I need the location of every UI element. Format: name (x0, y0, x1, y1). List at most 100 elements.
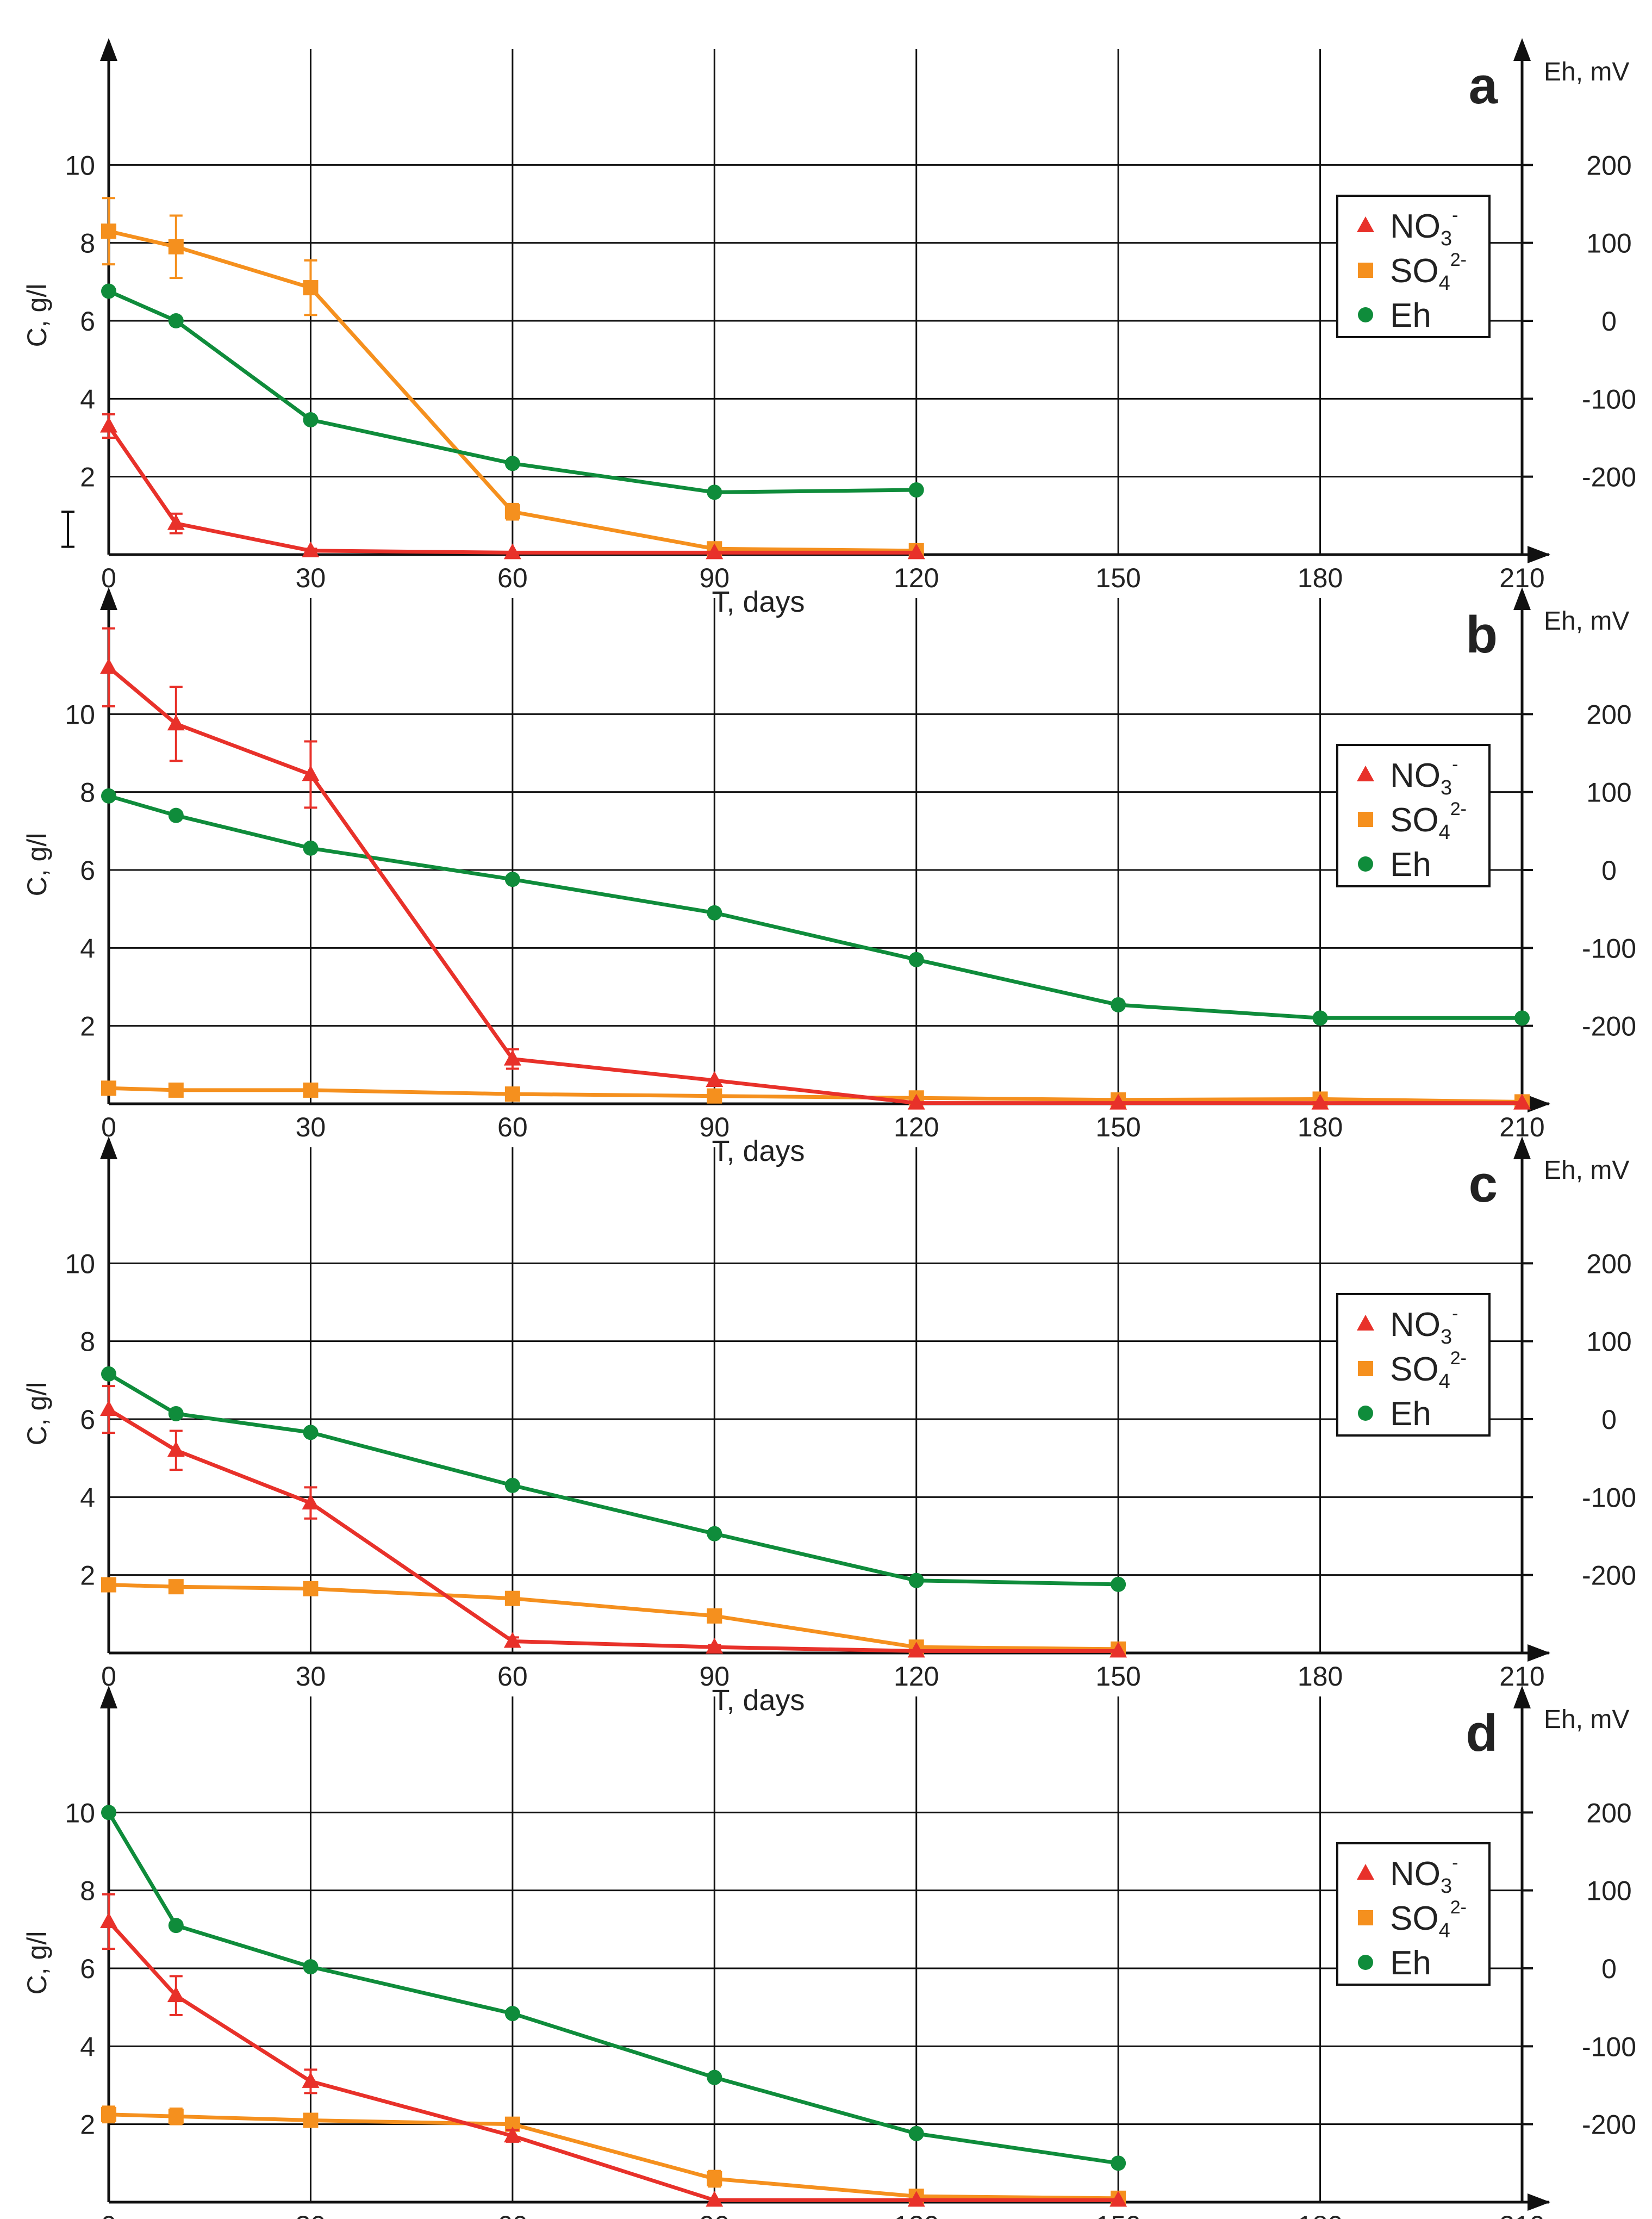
data-point (168, 1406, 184, 1421)
data-point (303, 2112, 319, 2128)
data-point (303, 1425, 319, 1440)
data-point (303, 1581, 319, 1596)
y-axis-left-arrow (100, 587, 117, 610)
data-point (168, 1082, 184, 1098)
x-tick-label: 60 (497, 1112, 528, 1142)
data-point (503, 1049, 521, 1066)
legend-marker (1357, 766, 1374, 781)
y-tick-label: 10 (65, 1798, 95, 1828)
y-axis-title: C, g/l (22, 284, 52, 347)
y-axis-right-arrow (1513, 1136, 1531, 1159)
data-point (504, 2006, 520, 2022)
data-point (168, 2109, 184, 2124)
data-point (706, 1071, 724, 1087)
legend-marker (1358, 1955, 1373, 1970)
x-tick-label: 210 (1499, 2210, 1544, 2219)
y-axis-title: C, g/l (22, 1382, 52, 1446)
y2-tick-label: 0 (1601, 306, 1617, 337)
data-point (907, 1093, 925, 1110)
y2-tick-label: 0 (1601, 1954, 1617, 1984)
y2-tick-label: 0 (1601, 855, 1617, 886)
axes (107, 1142, 1549, 1655)
data-point (101, 788, 116, 804)
data-point (707, 484, 722, 500)
data-point (907, 1642, 925, 1658)
series-no3 (100, 1893, 1127, 2207)
data-point (168, 239, 184, 254)
data-point (168, 1918, 184, 1934)
y-tick-label: 4 (80, 2031, 95, 2062)
legend-marker (1358, 1406, 1373, 1421)
series-no3 (100, 1385, 1127, 1658)
legend-marker (1358, 1361, 1373, 1376)
legend-label: Eh (1390, 1944, 1431, 1982)
series-eh (101, 283, 924, 500)
y2-axis-title: Eh, mV (1544, 1705, 1629, 1734)
panel-label: b (1466, 606, 1498, 664)
x-tick-label: 180 (1298, 1112, 1343, 1142)
x-axis-arrow (1528, 546, 1550, 563)
data-point (908, 2125, 924, 2141)
series-line (108, 2112, 1119, 2201)
x-tick-label: 180 (1298, 1661, 1343, 1692)
data-point (504, 872, 520, 887)
legend-marker (1358, 263, 1373, 278)
data-point (303, 412, 319, 428)
y-axis-right-arrow (1513, 38, 1531, 61)
x-tick-label: 180 (1298, 2210, 1343, 2219)
y-tick-label: 6 (80, 855, 95, 886)
y2-axis-title: Eh, mV (1544, 607, 1629, 636)
data-point (707, 1526, 722, 1542)
grid (109, 49, 1522, 555)
data-point (706, 543, 724, 560)
y-tick-label: 2 (80, 1561, 95, 1591)
data-point (706, 2191, 724, 2207)
y-tick-label: 6 (80, 306, 95, 337)
data-point (1311, 1093, 1329, 1110)
data-point (168, 1579, 184, 1595)
y2-tick-label: -200 (1582, 462, 1636, 493)
y-tick-label: 4 (80, 933, 95, 964)
x-tick-label: 150 (1095, 1112, 1140, 1142)
y-tick-label: 8 (80, 228, 95, 259)
data-point (168, 807, 184, 823)
legend: NO3-SO42-Eh (1336, 195, 1491, 338)
series-line (108, 1408, 1119, 1653)
series-line (108, 1372, 1119, 1587)
series-line (108, 289, 917, 494)
data-point (302, 541, 320, 557)
y-tick-label: 10 (65, 150, 95, 181)
data-point (101, 2106, 116, 2122)
series-eh (101, 1366, 1126, 1592)
x-axis-title: T, days (712, 1684, 805, 1717)
x-tick-label: 30 (296, 1112, 326, 1142)
y-tick-label: 2 (80, 462, 95, 493)
data-point (503, 2127, 521, 2143)
y2-axis-title: Eh, mV (1544, 58, 1629, 86)
legend-marker (1358, 812, 1373, 827)
data-point (907, 543, 925, 560)
data-point (100, 1912, 117, 1928)
y-axis-left-arrow (100, 1136, 117, 1159)
x-axis-title: T, days (712, 1135, 805, 1167)
x-tick-label: 30 (296, 2210, 326, 2219)
data-point (504, 1086, 520, 1102)
series-line (107, 1920, 1119, 2202)
y2-tick-label: 0 (1601, 1404, 1617, 1435)
x-tick-label: 0 (101, 2210, 116, 2219)
legend-marker (1357, 1864, 1374, 1880)
series-line (107, 666, 1522, 1105)
series-eh (101, 1805, 1126, 2171)
data-point (302, 1494, 320, 1510)
data-point (503, 1632, 521, 1648)
grid (109, 1147, 1522, 1653)
y2-tick-label: 200 (1586, 1798, 1631, 1828)
series-eh (101, 788, 1530, 1026)
data-point (303, 1082, 319, 1098)
chart-panel-d: 0 30 60 90 120 150 180 210 2 4 6 8 10 200 100 0 -100 -200… (22, 1686, 1636, 2219)
y2-tick-label: 100 (1586, 778, 1631, 808)
data-point (706, 1638, 724, 1654)
data-point (907, 2191, 925, 2207)
